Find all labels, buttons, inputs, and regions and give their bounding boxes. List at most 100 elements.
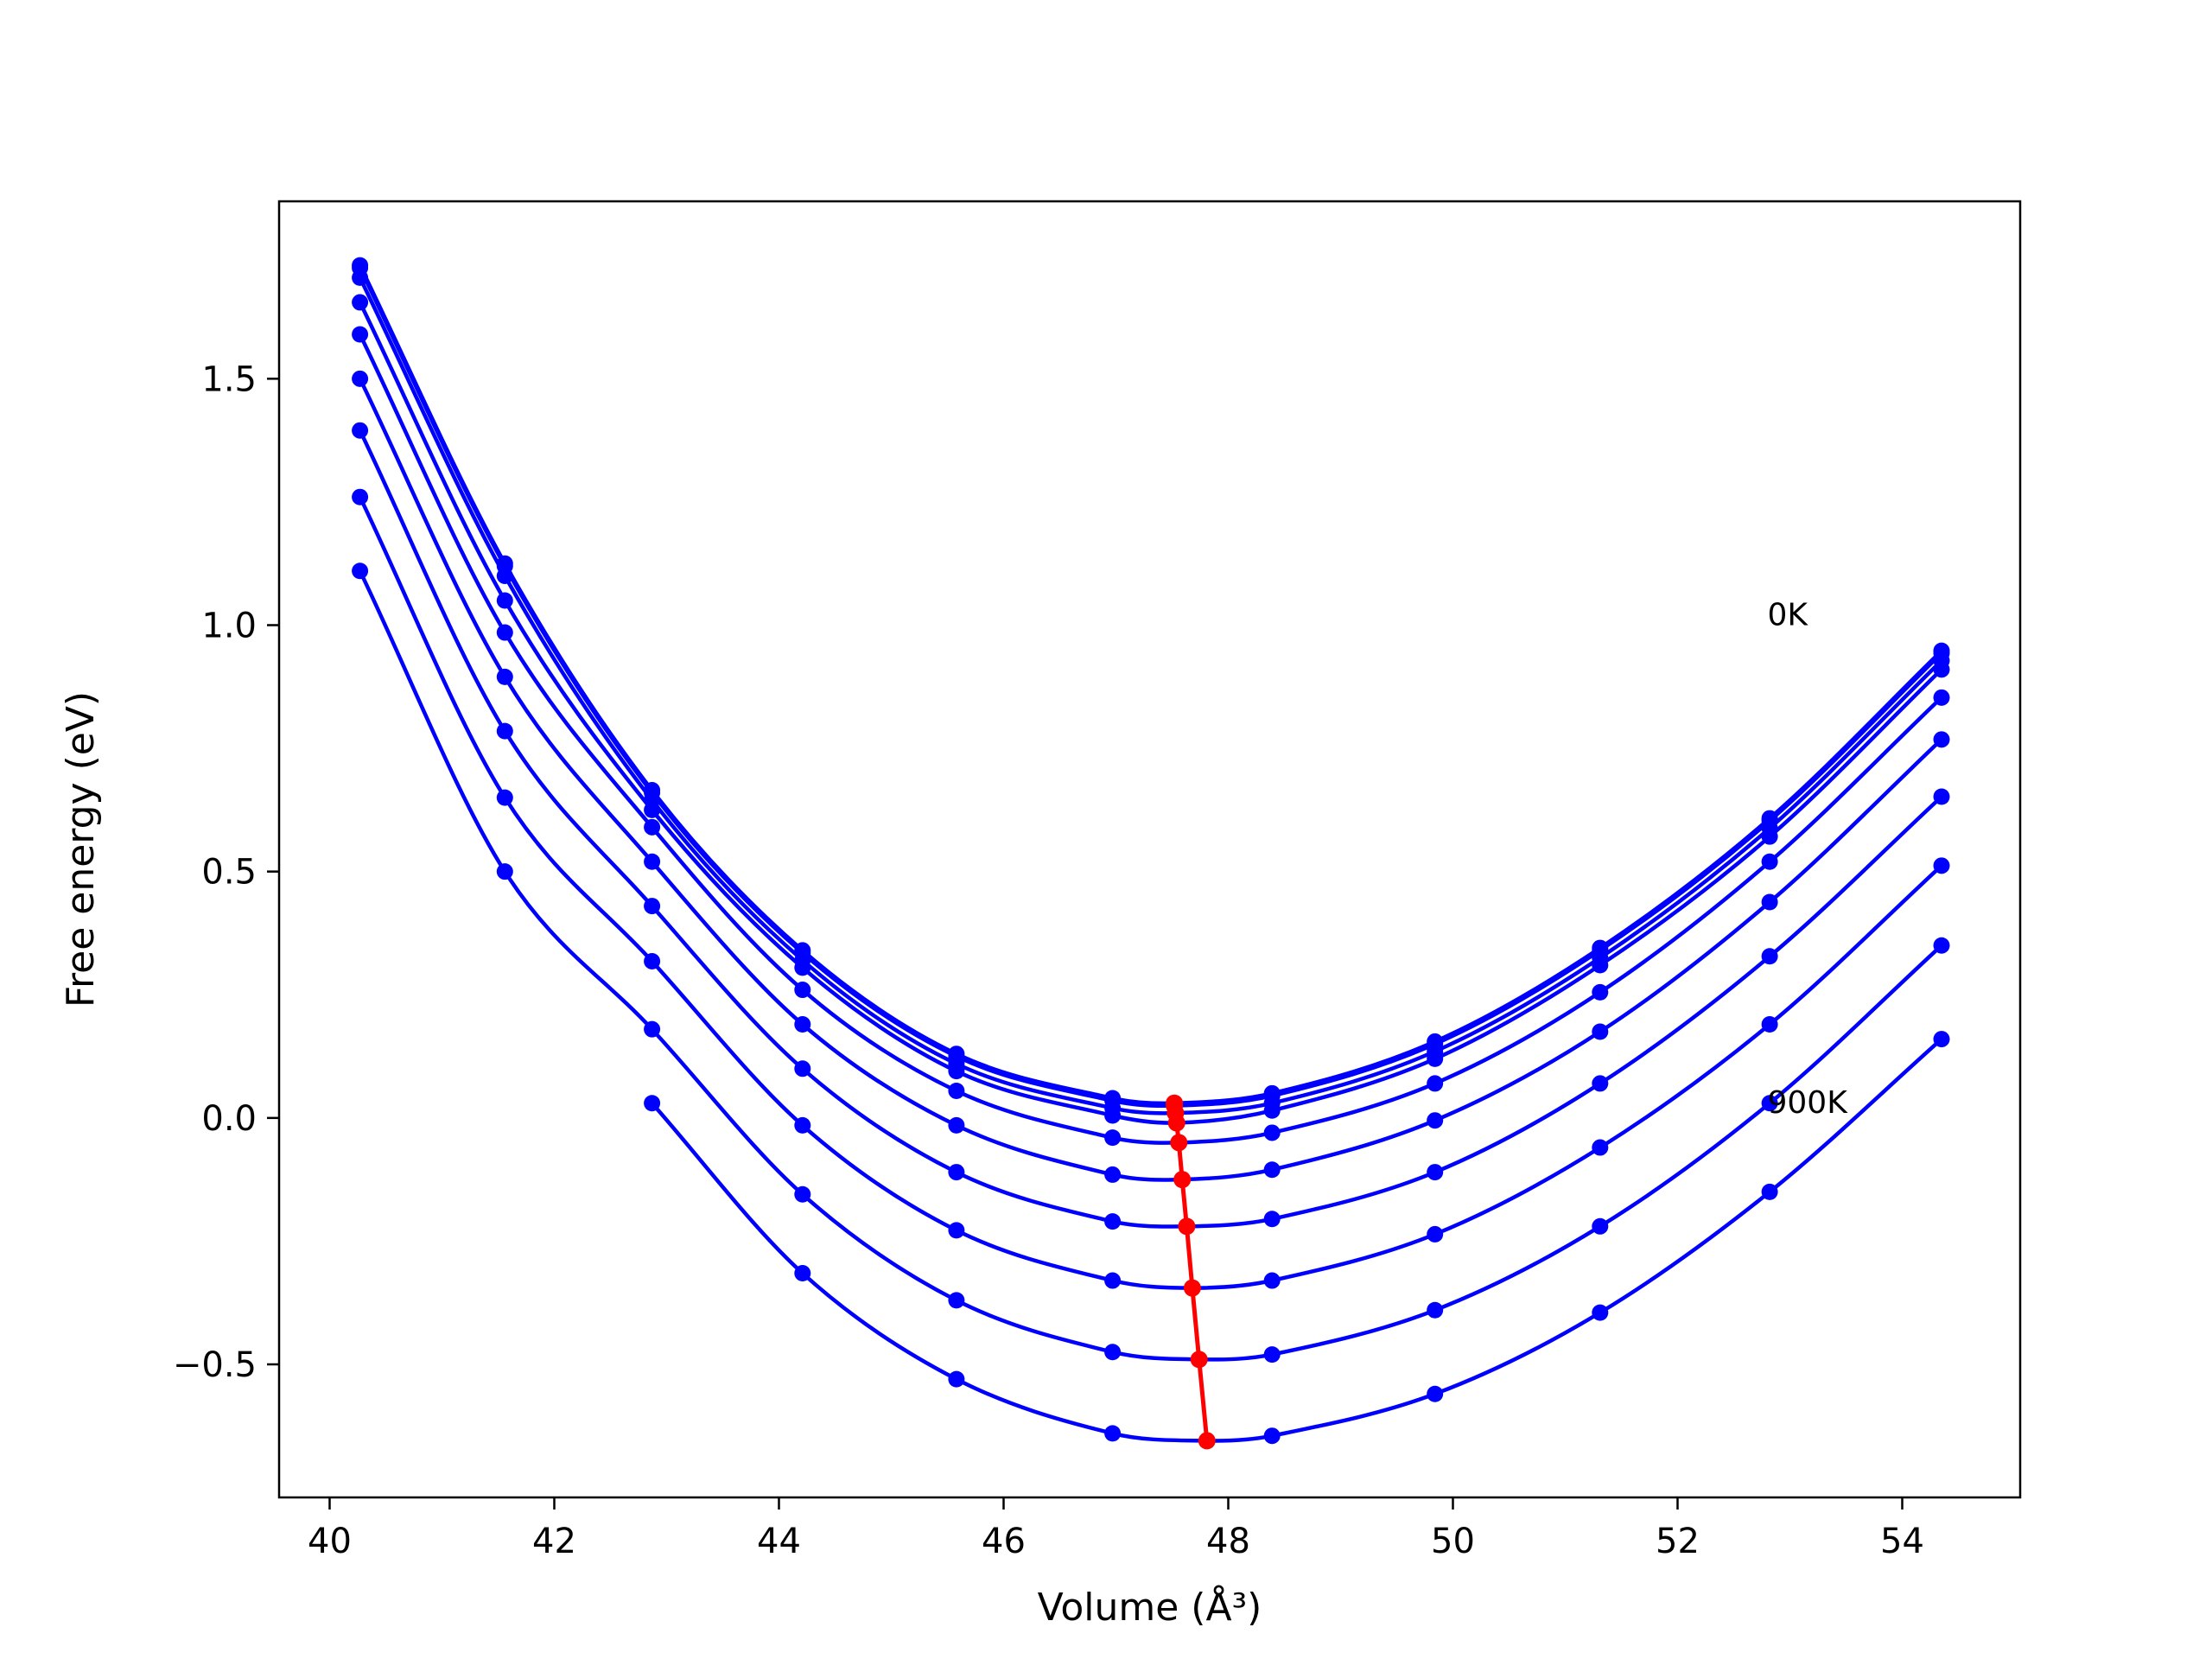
data-point (794, 1264, 811, 1281)
data-point (1761, 1183, 1778, 1200)
data-point (1263, 1211, 1281, 1228)
data-point (1427, 1075, 1444, 1092)
y-tick-label: 0.5 (201, 853, 257, 893)
data-point (1592, 983, 1609, 1001)
data-point (948, 1063, 965, 1080)
data-point (1263, 1102, 1281, 1119)
data-point (1104, 1107, 1122, 1124)
data-point (1933, 857, 1950, 874)
data-point (1933, 661, 1950, 678)
data-point (948, 1082, 965, 1099)
data-point (1933, 1031, 1950, 1048)
minimum-point (1190, 1351, 1208, 1369)
data-point (1427, 1112, 1444, 1129)
y-axis-label: Free energy (eV) (59, 691, 103, 1007)
x-tick-label: 50 (1431, 1522, 1475, 1561)
curve-9 (650, 1037, 1943, 1443)
data-point (496, 592, 513, 609)
data-point (352, 422, 369, 439)
y-axis-ticks: −0.5 0.0 0.5 1.0 1.5 (173, 359, 279, 1385)
data-point (644, 1095, 661, 1112)
minima-series (1166, 1094, 1216, 1450)
data-point (948, 1164, 965, 1181)
x-tick-label: 44 (757, 1522, 801, 1561)
plot-frame (277, 200, 2022, 1499)
data-point (1933, 788, 1950, 805)
data-point (1427, 1225, 1444, 1243)
annotation-0k: 0K (1768, 597, 1809, 632)
data-point (1592, 1217, 1609, 1235)
minimum-point (1167, 1114, 1185, 1132)
x-tick-label: 40 (308, 1522, 352, 1561)
data-point (1933, 731, 1950, 748)
data-point (1592, 1075, 1609, 1092)
data-point (794, 1015, 811, 1033)
data-point (496, 624, 513, 641)
data-point (948, 1222, 965, 1239)
data-point (644, 952, 661, 969)
data-point (352, 488, 369, 505)
x-tick-label: 52 (1656, 1522, 1700, 1561)
data-point (794, 1116, 811, 1134)
data-point (1427, 1164, 1444, 1181)
data-point (1263, 1427, 1281, 1445)
data-point (1761, 948, 1778, 965)
data-point (1592, 1023, 1609, 1040)
data-point (1933, 689, 1950, 706)
data-point (1104, 1213, 1122, 1230)
data-point (1592, 1139, 1609, 1156)
data-point (1761, 1015, 1778, 1033)
data-point (1263, 1161, 1281, 1179)
x-tick-label: 42 (532, 1522, 576, 1561)
data-point (1104, 1166, 1122, 1183)
data-point (1427, 1301, 1444, 1319)
data-point (1933, 937, 1950, 954)
data-point (496, 863, 513, 880)
data-point (1427, 1050, 1444, 1067)
data-point (1592, 957, 1609, 974)
data-point (496, 789, 513, 806)
data-point (948, 1370, 965, 1388)
data-point (1104, 1272, 1122, 1289)
data-point (1104, 1344, 1122, 1361)
y-tick-label: 1.0 (201, 606, 257, 645)
minimum-point (1173, 1171, 1192, 1189)
data-point (948, 1116, 965, 1134)
data-point (644, 898, 661, 915)
x-axis-ticks: 40 42 44 46 48 50 52 54 (308, 1497, 1924, 1561)
data-point (352, 269, 369, 286)
data-point (644, 818, 661, 836)
data-point (1761, 828, 1778, 845)
data-point (1592, 1304, 1609, 1321)
y-tick-label: −0.5 (173, 1345, 257, 1385)
data-point (1263, 1124, 1281, 1141)
minimum-point (1183, 1279, 1201, 1297)
data-point (644, 1020, 661, 1038)
data-points (352, 257, 1950, 1445)
data-point (794, 1060, 811, 1077)
data-point (1427, 1385, 1444, 1402)
data-point (794, 982, 811, 999)
data-point (794, 959, 811, 976)
data-point (1761, 853, 1778, 870)
data-point (496, 567, 513, 584)
data-point (794, 1185, 811, 1203)
data-point (948, 1292, 965, 1309)
minimum-point (1198, 1432, 1216, 1450)
x-tick-label: 54 (1880, 1522, 1924, 1561)
data-point (496, 668, 513, 685)
x-axis-label: Volume (Å³) (1038, 1584, 1262, 1630)
y-tick-label: 1.5 (201, 359, 257, 399)
data-point (1104, 1129, 1122, 1147)
data-point (352, 370, 369, 387)
data-point (644, 801, 661, 818)
data-point (1104, 1425, 1122, 1442)
x-tick-label: 48 (1206, 1522, 1250, 1561)
data-point (496, 722, 513, 740)
data-point (352, 326, 369, 343)
data-point (1761, 893, 1778, 911)
data-point (1263, 1346, 1281, 1363)
data-point (1761, 1095, 1778, 1112)
